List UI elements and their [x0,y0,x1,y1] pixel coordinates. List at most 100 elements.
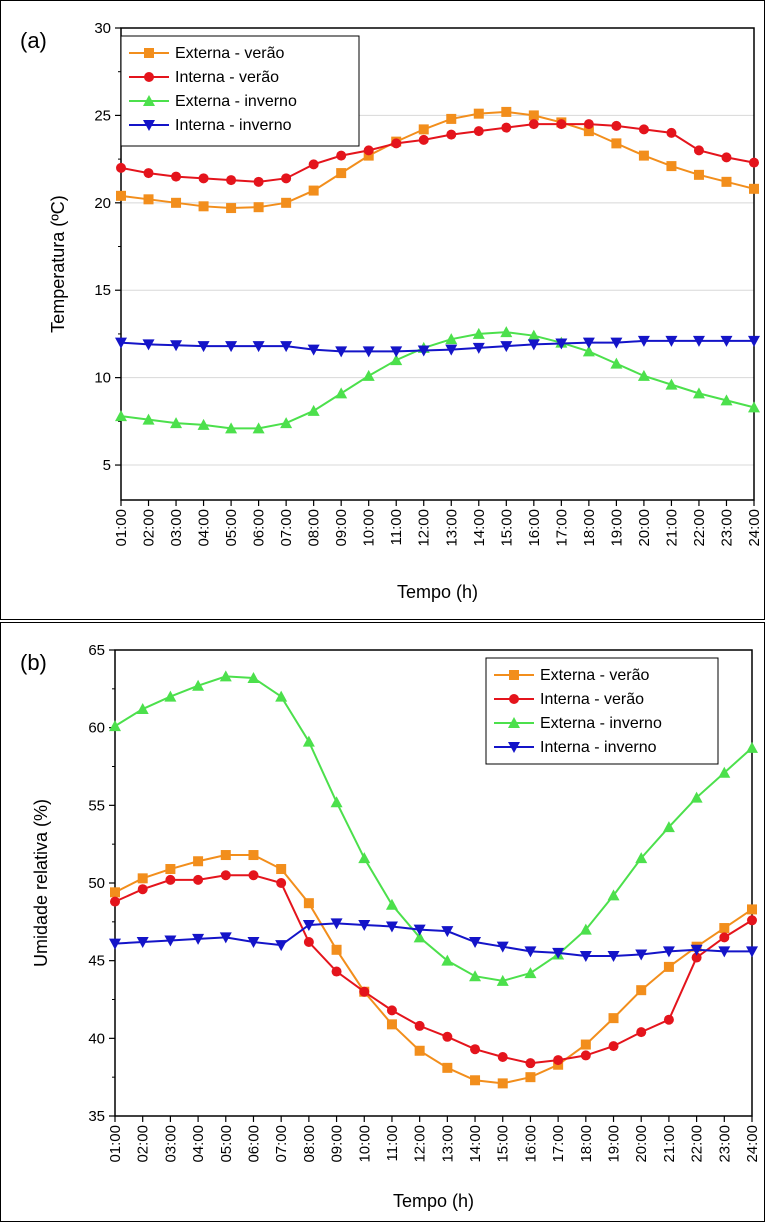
a-panel-label: (a) [20,28,47,53]
b-data-point [193,874,204,885]
a-data-point [252,422,265,434]
a-ytick-label: 25 [94,107,111,124]
b-data-point [441,954,454,966]
b-data-point [441,926,454,938]
b-data-point [331,944,342,955]
a-data-point [390,354,403,366]
a-data-point [446,129,457,140]
a-legend-label: Interna - inverno [175,117,292,134]
a-data-point [335,346,348,358]
a-data-point [418,124,429,135]
b-data-point [442,1031,453,1042]
b-panel-label: (b) [20,650,47,675]
a-xtick-label: 16:00 [526,509,543,547]
b-data-point [579,923,592,935]
a-xtick-label: 13:00 [443,509,460,547]
a-data-point [749,157,759,168]
b-data-point [358,852,371,864]
a-xtick-label: 04:00 [196,509,213,547]
a-data-point [528,119,539,130]
a-xtick-label: 23:00 [718,509,735,547]
b-ytick-label: 35 [88,1108,105,1125]
a-data-point [583,126,594,137]
a-ytick-label: 15 [94,282,111,299]
a-data-point [418,134,429,145]
a-data-point [281,197,292,208]
b-data-point [248,850,259,861]
b-data-point [608,1013,619,1024]
b-data-point [276,878,287,888]
b-data-point [303,937,314,948]
b-data-point [193,856,204,867]
b-xtick-label: 14:00 [467,1125,484,1163]
a-data-point [637,369,650,381]
a-series-3 [115,335,760,358]
b-xtick-label: 10:00 [356,1125,373,1163]
b-data-point [662,821,675,833]
a-data-point [666,161,677,172]
b-xtick-label: 02:00 [135,1125,152,1163]
a-data-point [336,168,347,179]
a-data-point [197,341,210,353]
a-data-point [720,394,733,406]
b-data-point [607,951,620,963]
b-data-point [470,1044,481,1055]
a-data-point [142,413,155,425]
a-data-point [115,410,127,422]
b-data-point [248,870,259,881]
a-data-point [308,185,319,196]
b-data-point [219,670,232,682]
panel-b: 35 40 45 50 55 60 65 01:00 02:00 03:00 04:00 05:00 0… [20,642,761,1211]
a-data-point [500,341,513,353]
b-data-point [220,850,231,861]
a-xtick-label: 01:00 [113,509,130,547]
b-data-point [579,951,592,963]
b-series-line [114,854,753,1085]
b-data-point [746,946,758,958]
b-data-point [747,915,757,926]
a-data-point [610,357,623,369]
a-xtick-label: 05:00 [223,509,240,547]
b-xtick-label: 17:00 [550,1125,567,1163]
b-data-point [414,1020,425,1031]
a-data-point [143,194,154,205]
b-data-point [553,1055,564,1066]
b-ytick-label: 60 [88,720,105,737]
b-xtick-label: 22:00 [689,1125,706,1163]
a-ytick-label: 20 [94,195,111,212]
a-data-point [362,346,375,358]
a-ytick-label: 5 [103,457,111,474]
a-data-point [116,190,126,201]
a-data-point [473,108,484,119]
a-data-point [500,326,513,338]
a-data-point [665,335,678,347]
b-xtick-label: 07:00 [273,1125,290,1163]
b-data-point [413,924,426,936]
a-data-point [252,341,265,353]
a-xtick-label: 14:00 [471,509,488,547]
b-data-point [110,896,120,907]
b-xtick-label: 01:00 [107,1125,124,1163]
b-data-point [718,946,731,958]
a-data-point [611,120,622,131]
b-xtick-label: 19:00 [606,1125,623,1163]
b-series-3 [109,918,758,963]
a-legend-box [120,35,360,147]
b-data-point [635,852,648,864]
b-data-point [413,931,426,943]
a-data-point [198,173,209,184]
a-legend-label: Interna - verão [175,69,279,86]
b-series-line [114,675,753,982]
b-data-point [496,974,509,986]
b-data-point [219,932,232,944]
a-xtick-label: 18:00 [581,509,598,547]
b-data-point [303,898,314,909]
a-data-point [446,113,457,124]
a-data-point [501,106,512,117]
a-xtick-label: 20:00 [636,509,653,547]
b-data-point [719,932,730,943]
b-data-point [386,1005,397,1016]
a-data-point [693,169,704,180]
a-data-point [280,417,293,429]
